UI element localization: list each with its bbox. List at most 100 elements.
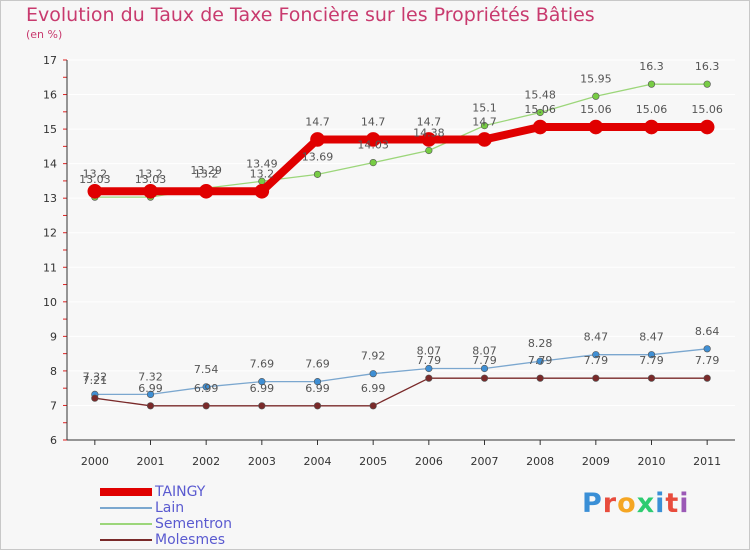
data-label-lain: 7.32 (83, 370, 108, 383)
legend-swatch (100, 539, 152, 541)
y-tick-label: 16 (43, 89, 57, 102)
data-point-taingy (254, 183, 270, 199)
data-point-molesmes (313, 402, 322, 410)
y-tick-label: 10 (43, 296, 57, 309)
data-label-sementron: 13.03 (135, 173, 167, 186)
data-point-taingy (588, 119, 604, 135)
data-point-taingy (421, 132, 437, 147)
data-label-sementron: 16.3 (695, 60, 720, 73)
data-point-taingy (699, 119, 715, 135)
x-tick-label: 2002 (192, 455, 220, 468)
x-tick-label: 2008 (526, 455, 554, 468)
data-label-lain: 8.28 (528, 337, 553, 350)
y-tick-label: 14 (43, 158, 57, 171)
data-point-sementron (703, 80, 711, 88)
data-point-molesmes (592, 374, 600, 382)
y-tick-label: 9 (50, 330, 57, 343)
legend-item-molesmes: Molesmes (100, 532, 232, 548)
data-label-sementron: 14.38 (413, 127, 445, 140)
data-point-molesmes (202, 402, 210, 410)
data-label-lain: 8.47 (639, 331, 664, 344)
data-label-taingy: 15.06 (524, 103, 556, 116)
data-point-taingy (198, 183, 214, 199)
legend-label: Sementron (155, 516, 232, 532)
data-label-taingy: 13.2 (194, 167, 219, 180)
data-point-taingy (365, 132, 381, 147)
data-label-taingy: 15.06 (691, 103, 723, 116)
x-tick-label: 2007 (471, 455, 499, 468)
legend-label: Molesmes (155, 532, 225, 548)
data-point-lain (202, 383, 210, 391)
x-tick-label: 2010 (638, 455, 666, 468)
data-point-taingy (143, 183, 158, 199)
data-label-sementron: 15.1 (472, 102, 497, 115)
data-point-sementron (647, 80, 656, 88)
legend-swatch (100, 507, 152, 509)
y-tick-label: 15 (43, 123, 57, 136)
data-label-taingy: 15.06 (636, 103, 668, 116)
chart-legend: TAINGY Lain Sementron Molesmes (100, 484, 232, 548)
data-point-lain (313, 378, 322, 386)
x-tick-label: 2003 (248, 455, 276, 468)
data-label-sementron: 13.69 (302, 150, 334, 163)
legend-item-sementron: Sementron (100, 516, 232, 532)
y-tick-label: 17 (43, 54, 57, 67)
y-tick-label: 6 (50, 434, 57, 447)
y-tick-label: 7 (50, 399, 57, 412)
data-label-lain: 8.47 (584, 331, 609, 344)
data-label-sementron: 15.95 (580, 72, 612, 85)
data-label-sementron: 15.48 (524, 89, 556, 102)
series-line-lain (94, 348, 708, 396)
data-label-lain: 7.32 (138, 370, 163, 383)
data-label-sementron: 14.03 (357, 139, 389, 152)
data-label-sementron: 13.03 (79, 173, 111, 186)
data-label-molesmes: 6.99 (194, 382, 219, 395)
data-label-taingy: 15.06 (580, 103, 612, 116)
data-label-sementron: 16.3 (639, 60, 664, 73)
data-point-lain (536, 357, 544, 365)
x-tick-label: 2006 (415, 455, 443, 468)
y-tick-label: 11 (43, 261, 57, 274)
data-point-sementron (536, 108, 544, 117)
data-point-molesmes (536, 374, 544, 382)
data-label-sementron: 13.49 (246, 157, 278, 170)
data-point-molesmes (258, 402, 266, 410)
data-point-lain (480, 364, 489, 373)
legend-item-taingy: TAINGY (100, 484, 232, 500)
data-point-taingy (532, 119, 548, 135)
x-tick-label: 2000 (81, 455, 109, 468)
data-label-lain: 7.69 (305, 358, 330, 371)
data-label-molesmes: 6.99 (138, 382, 163, 395)
data-point-sementron (369, 159, 377, 167)
data-label-molesmes: 7.79 (639, 354, 664, 367)
series-line-molesmes (94, 377, 708, 407)
data-label-sementron: 13.29 (190, 164, 222, 177)
x-tick-label: 2005 (359, 455, 387, 468)
data-point-sementron (592, 92, 600, 100)
data-point-lain (425, 364, 433, 373)
chart-subtitle: (en %) (26, 28, 63, 41)
data-label-molesmes: 6.99 (305, 382, 330, 395)
series-line-taingy (94, 123, 708, 196)
data-point-molesmes (425, 374, 433, 382)
data-label-lain: 8.07 (472, 344, 497, 357)
data-label-lain: 7.54 (194, 363, 219, 376)
data-label-taingy: 14.7 (417, 115, 442, 128)
data-point-lain (703, 345, 711, 353)
legend-label: Lain (155, 500, 185, 516)
data-point-taingy (310, 132, 325, 147)
proxiti-logo: Proxiti (582, 488, 690, 519)
data-point-lain (258, 378, 266, 386)
data-label-lain: 8.64 (695, 325, 720, 338)
data-label-molesmes: 6.99 (250, 382, 275, 395)
legend-item-lain: Lain (100, 500, 232, 516)
data-label-molesmes: 7.79 (584, 354, 609, 367)
x-tick-label: 2011 (693, 455, 721, 468)
legend-label: TAINGY (155, 484, 206, 500)
data-label-molesmes: 7.21 (83, 374, 108, 387)
data-point-lain (647, 351, 656, 359)
data-label-taingy: 14.7 (305, 115, 330, 128)
data-label-taingy: 13.2 (83, 167, 108, 180)
data-point-molesmes (703, 374, 711, 382)
data-point-sementron (313, 170, 322, 178)
